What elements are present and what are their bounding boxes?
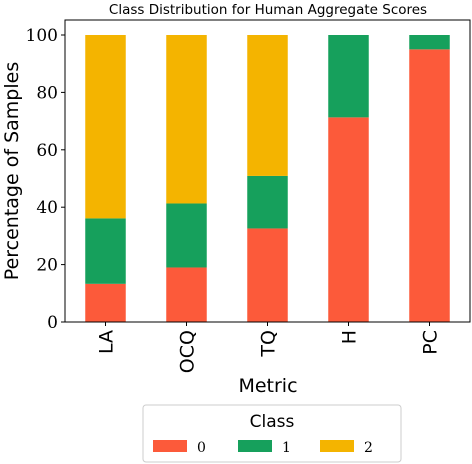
x-tick-label-la: LA xyxy=(96,330,118,354)
bar-la-class-0 xyxy=(85,283,126,322)
x-axis: LA OCQ TQ H PC xyxy=(96,322,442,373)
bar-h-class-1 xyxy=(328,35,369,118)
y-tick-label: 40 xyxy=(36,198,58,218)
bar-pc-class-0 xyxy=(409,49,450,322)
bar-tq-class-1 xyxy=(247,175,288,229)
x-tick-label-pc: PC xyxy=(420,330,442,355)
legend-label-class-1: 1 xyxy=(282,440,291,456)
legend-title: Class xyxy=(250,412,295,432)
x-tick-label-ocq: OCQ xyxy=(177,330,199,373)
y-tick-label: 60 xyxy=(36,141,58,161)
legend-swatch-class-0 xyxy=(153,440,187,452)
bar-la-class-2 xyxy=(85,35,126,219)
legend-label-class-2: 2 xyxy=(364,440,373,456)
x-tick-label-h: H xyxy=(339,330,361,344)
bar-tq-class-0 xyxy=(247,228,288,322)
bar-pc-class-1 xyxy=(409,35,450,50)
bar-la-class-1 xyxy=(85,218,126,284)
y-tick-label: 0 xyxy=(47,313,58,333)
legend: Class 0 1 2 xyxy=(142,404,402,463)
bar-tq-class-2 xyxy=(247,35,288,176)
x-tick-label-tq: TQ xyxy=(258,330,280,358)
y-tick-label: 20 xyxy=(36,256,58,276)
legend-swatch-class-1 xyxy=(238,440,272,452)
bar-ocq-class-1 xyxy=(166,203,207,268)
y-tick-label: 100 xyxy=(26,26,58,46)
legend-swatch-class-2 xyxy=(320,440,354,452)
y-tick-label: 80 xyxy=(36,83,58,103)
y-axis-label: Percentage of Samples xyxy=(1,62,23,280)
bars-layer xyxy=(85,35,450,323)
bar-ocq-class-2 xyxy=(166,35,207,204)
y-axis: 0 20 40 60 80 100 xyxy=(26,26,65,333)
bar-h-class-0 xyxy=(328,117,369,323)
chart-title: Class Distribution for Human Aggregate S… xyxy=(109,2,427,18)
legend-label-class-0: 0 xyxy=(197,440,206,456)
bar-ocq-class-0 xyxy=(166,267,207,322)
x-axis-label: Metric xyxy=(238,375,297,397)
